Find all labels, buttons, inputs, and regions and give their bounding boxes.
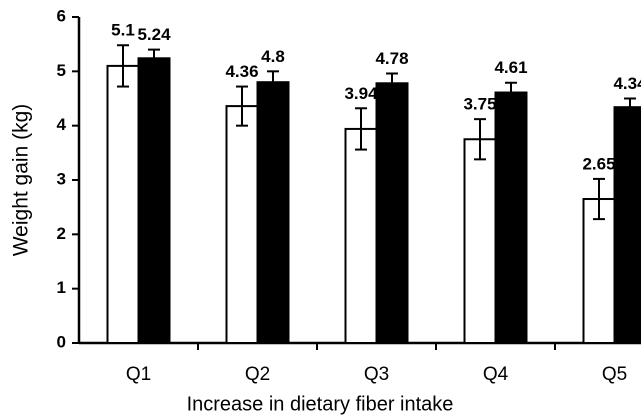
error-bar [236,85,248,127]
data-label: 4.34 [613,74,641,93]
data-label: 3.94 [344,84,378,103]
x-tick-label: Q5 [602,364,627,385]
data-label: 4.61 [494,58,527,77]
data-label: 5.1 [111,21,135,40]
y-tick-label: 6 [57,6,66,25]
bar [137,57,171,344]
x-tick-label: Q4 [483,364,509,385]
y-tick-label: 3 [57,169,66,188]
data-label: 4.36 [225,62,258,81]
bar [613,106,641,345]
y-tick-label: 4 [57,115,67,134]
data-label: 4.8 [261,47,285,66]
y-tick-label: 5 [57,61,66,80]
bar [106,64,140,345]
error-bar [267,70,279,95]
bar [494,91,528,344]
data-label: 2.65 [582,154,615,173]
bar [463,138,497,344]
data-label: 4.78 [375,49,408,68]
error-bar [593,177,605,221]
y-tick-label: 1 [57,278,66,297]
data-label: 3.75 [463,95,496,114]
x-tick-label: Q2 [245,364,270,385]
y-tick-label: 0 [57,332,66,351]
bar [582,198,616,344]
data-label: 5.24 [137,25,171,44]
bar [344,127,378,344]
x-tick-label: Q3 [364,364,389,385]
x-axis-label: Increase in dietary fiber intake [187,393,454,415]
error-bar [117,44,129,88]
bar [225,105,259,344]
bar [256,81,290,344]
error-bar [148,48,160,68]
x-tick-label: Q1 [126,364,151,385]
y-axis-label: Weight gain (kg) [10,104,33,257]
error-bar [355,107,367,151]
error-bar [505,81,517,104]
error-bar [474,118,486,161]
error-bar [624,97,636,117]
error-bar [386,72,398,95]
y-tick-label: 2 [57,224,66,243]
bar [375,82,409,345]
